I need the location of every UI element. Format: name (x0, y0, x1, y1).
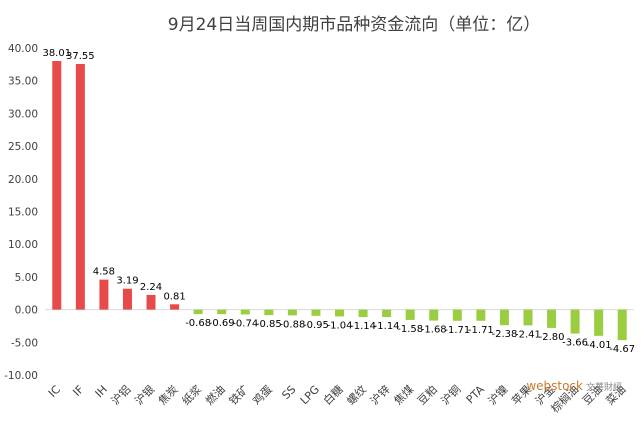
bar (570, 309, 580, 334)
bar (193, 309, 203, 315)
x-tick-label: 纸浆 (179, 382, 204, 407)
y-tick-label: 30.00 (8, 108, 38, 120)
bar (264, 309, 274, 316)
bar (358, 309, 368, 318)
bar (122, 288, 132, 310)
data-label: -1.68 (421, 325, 447, 336)
data-label: -1.14 (350, 321, 376, 332)
data-label: -2.41 (515, 329, 541, 340)
y-tick-label: 15.00 (8, 207, 38, 219)
data-label: 3.19 (116, 276, 138, 287)
watermark-sub: 文華財經 (585, 383, 622, 393)
data-label: 2.24 (140, 282, 162, 293)
y-tick-label: 35.00 (8, 76, 38, 88)
bar (146, 294, 156, 310)
data-label: -0.95 (303, 320, 329, 331)
data-label: -0.68 (185, 318, 211, 329)
x-tick-label: PTA (464, 383, 488, 407)
x-tick-label: 白糖 (320, 382, 345, 407)
x-tick-label: LPG (298, 383, 322, 407)
bar (311, 309, 321, 316)
y-tick-label: 0.00 (15, 305, 38, 317)
bar (523, 309, 533, 326)
x-tick-label: IC (46, 383, 63, 400)
data-label: -3.66 (562, 338, 588, 349)
bar (547, 309, 557, 328)
bar (52, 61, 62, 310)
x-tick-label: SS (279, 383, 298, 402)
x-tick-label: 沪铜 (438, 382, 463, 407)
x-tick-label: IH (93, 383, 110, 400)
y-tick-label: 40.00 (8, 43, 38, 55)
bar (99, 279, 109, 310)
y-tick-label: 10.00 (8, 239, 38, 251)
data-label: -1.71 (444, 325, 470, 336)
x-tick-label: 沪银 (132, 382, 157, 407)
data-label: -1.14 (374, 321, 400, 332)
bar (170, 304, 180, 310)
bar (240, 309, 250, 315)
data-label: -0.88 (279, 319, 305, 330)
x-tick-label: 沪镍 (485, 382, 510, 407)
data-label: -0.85 (256, 319, 282, 330)
data-label: -4.67 (609, 344, 635, 355)
bar (287, 309, 297, 316)
bar (429, 309, 439, 321)
data-label: -4.01 (586, 340, 612, 351)
bar (452, 309, 462, 321)
x-tick-label: 燃油 (202, 382, 227, 407)
x-tick-label: 焦炭 (156, 383, 181, 408)
data-label: -2.38 (491, 329, 517, 340)
data-label: 38.01 (42, 48, 71, 59)
bar (617, 309, 627, 341)
y-tick-label: -5.00 (11, 337, 38, 349)
data-label: 37.55 (66, 51, 95, 62)
y-tick-label: 25.00 (8, 141, 38, 153)
bar (594, 309, 604, 336)
x-tick-label: 沪锌 (367, 382, 392, 407)
y-tick-label: 20.00 (8, 174, 38, 186)
bar (335, 309, 344, 317)
bar (476, 309, 486, 321)
x-tick-label: 沪铝 (108, 382, 133, 407)
data-label: -1.71 (468, 325, 494, 336)
y-tick-label: -10.00 (4, 370, 38, 382)
bar (217, 309, 227, 315)
data-label: 4.58 (93, 267, 115, 278)
bar (499, 309, 509, 326)
data-label: -1.58 (397, 324, 423, 335)
x-tick-label: IF (70, 383, 86, 399)
watermark-brand: webstock (526, 379, 583, 393)
bar (405, 309, 415, 320)
data-label: -0.74 (232, 318, 258, 329)
data-label: -2.80 (539, 332, 565, 343)
x-tick-label: 豆粕 (414, 382, 439, 407)
watermark-logo: webstock 文華財經 (526, 379, 622, 393)
chart-title: 9月24日当周国内期市品种资金流向（单位：亿） (167, 15, 541, 35)
y-tick-label: 5.00 (15, 272, 38, 284)
x-tick-label: 螺纹 (344, 382, 369, 407)
x-tick-label: 铁矿 (227, 383, 252, 408)
data-label: 0.81 (163, 291, 185, 302)
bar (75, 64, 85, 310)
x-tick-label: 鸡蛋 (249, 382, 274, 407)
data-label: -0.69 (209, 318, 235, 329)
data-label: -1.04 (327, 320, 353, 331)
x-tick-label: 焦煤 (392, 383, 417, 408)
bar (382, 309, 392, 318)
